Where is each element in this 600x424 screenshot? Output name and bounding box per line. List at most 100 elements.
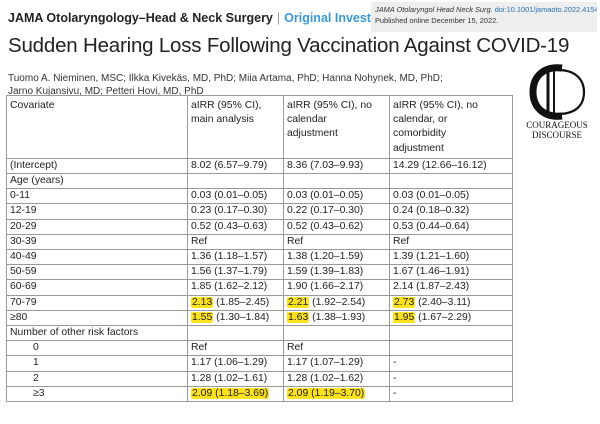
col-header-covariate: Covariate bbox=[6, 95, 188, 159]
courageous-discourse-logo: COURAGEOUS DISCOURSE bbox=[526, 64, 588, 140]
header-separator: | bbox=[276, 11, 281, 25]
cell-text: 0.23 (0.17–0.30) bbox=[191, 205, 268, 217]
highlighted-value: 2.09 (1.19–3.70) bbox=[287, 387, 366, 399]
value-cell: 2.73 (2.40–3.11) bbox=[389, 294, 513, 311]
row-label: 30-39 bbox=[6, 233, 188, 251]
cell-text: 0.52 (0.43–0.62) bbox=[287, 220, 364, 232]
value-cell: 1.95 (1.67–2.29) bbox=[389, 309, 513, 327]
table-row: 60-69 1.85 (1.62–2.12) 1.90 (1.66–2.17) 2.1… bbox=[6, 279, 513, 296]
highlighted-value: 1.55 bbox=[191, 311, 214, 323]
highlighted-value: 2.73 bbox=[393, 296, 416, 308]
cell-text: 1.85 (1.62–2.12) bbox=[191, 281, 268, 293]
citation-doi[interactable]: doi:10.1001/jamaoto.2022.4154 bbox=[494, 5, 597, 14]
value-cell bbox=[187, 173, 284, 190]
row-label: 12-19 bbox=[6, 203, 188, 220]
journal-name: JAMA Otolaryngology–Head & Neck Surgery bbox=[8, 11, 273, 25]
cell-text: 1.90 (1.66–2.17) bbox=[287, 281, 364, 293]
cell-text: Ref bbox=[191, 342, 208, 354]
cell-text: 8.36 (7.03–9.93) bbox=[287, 159, 364, 171]
cell-text: (2.40–3.11) bbox=[415, 296, 471, 308]
cell-text: 1.28 (1.02–1.61) bbox=[191, 372, 268, 384]
value-cell: - bbox=[389, 355, 513, 372]
highlighted-value: 2.09 (1.18–3.69) bbox=[191, 387, 270, 399]
value-cell bbox=[389, 340, 513, 357]
row-label: 70-79 bbox=[6, 294, 188, 311]
row-label: 2 bbox=[6, 370, 188, 387]
logo-line-1: COURAGEOUS bbox=[526, 120, 588, 130]
value-cell: 1.38 (1.20–1.59) bbox=[283, 249, 390, 266]
cell-text: 1.59 (1.39–1.83) bbox=[287, 266, 364, 278]
cell-text: 1.56 (1.37–1.79) bbox=[191, 266, 268, 278]
table-row: 50-59 1.56 (1.37–1.79) 1.59 (1.39–1.83) 1.6… bbox=[6, 264, 513, 281]
logo-line-2: DISCOURSE bbox=[532, 130, 583, 140]
col-header-no-calendar: aIRR (95% CI), no calendar adjustment bbox=[283, 95, 390, 159]
value-cell: 1.28 (1.02–1.61) bbox=[187, 370, 284, 387]
value-cell: Ref bbox=[283, 233, 390, 251]
value-cell: 0.03 (0.01–0.05) bbox=[283, 188, 390, 205]
row-label: Number of other risk factors bbox=[6, 325, 188, 342]
table-row: ≥3 2.09 (1.18–3.69) 2.09 (1.19–3.70) - bbox=[6, 385, 513, 403]
cell-text: 1.38 (1.20–1.59) bbox=[287, 251, 364, 263]
value-cell: Ref bbox=[283, 340, 390, 357]
cell-text: Ref bbox=[287, 235, 304, 247]
cell-text: 0.03 (0.01–0.05) bbox=[191, 190, 268, 202]
value-cell: 8.02 (6.57–9.79) bbox=[187, 157, 284, 175]
table-row: Age (years) bbox=[6, 173, 513, 190]
value-cell: 2.21 (1.92–2.54) bbox=[283, 294, 390, 311]
row-label: 50-59 bbox=[6, 264, 188, 281]
value-cell: 8.36 (7.03–9.93) bbox=[283, 157, 390, 175]
row-label: 60-69 bbox=[6, 279, 188, 296]
row-label: 0-11 bbox=[6, 188, 188, 205]
citation-journal: JAMA Otolaryngol Head Neck Surg. bbox=[375, 5, 493, 14]
value-cell: 0.53 (0.44–0.64) bbox=[389, 218, 513, 235]
value-cell bbox=[283, 173, 390, 190]
cell-text: Ref bbox=[393, 235, 410, 247]
cell-text: - bbox=[393, 357, 397, 369]
row-label: Age (years) bbox=[6, 173, 188, 190]
cell-text: 0.52 (0.43–0.63) bbox=[191, 220, 268, 232]
cell-text: Ref bbox=[287, 342, 304, 354]
value-cell: 1.67 (1.46–1.91) bbox=[389, 264, 513, 281]
value-cell bbox=[187, 325, 284, 342]
cell-text: 1.36 (1.18–1.57) bbox=[191, 251, 268, 263]
row-label: ≥80 bbox=[6, 309, 188, 327]
value-cell: 0.24 (0.18–0.32) bbox=[389, 203, 513, 220]
table-row: 0 Ref Ref bbox=[6, 340, 513, 357]
article-title: Sudden Hearing Loss Following Vaccinatio… bbox=[8, 34, 570, 57]
highlighted-value: 2.13 bbox=[191, 296, 214, 308]
value-cell: Ref bbox=[187, 233, 284, 251]
value-cell: 2.09 (1.19–3.70) bbox=[283, 385, 390, 403]
results-table: Covariate aIRR (95% CI), main analysis aI… bbox=[6, 95, 513, 403]
cell-text: 0.24 (0.18–0.32) bbox=[393, 205, 470, 217]
cell-text: 0.03 (0.01–0.05) bbox=[393, 190, 470, 202]
cell-text: 0.03 (0.01–0.05) bbox=[287, 190, 364, 202]
citation-published: Published online December 15, 2022. bbox=[375, 16, 499, 25]
table-row: 40-49 1.36 (1.18–1.57) 1.38 (1.20–1.59) 1.3… bbox=[6, 249, 513, 266]
table-row: 70-79 2.13 (1.85–2.45) 2.21 (1.92–2.54) 2.7… bbox=[6, 294, 513, 311]
value-cell: 1.17 (1.07–1.29) bbox=[283, 355, 390, 372]
table-row: 0-11 0.03 (0.01–0.05) 0.03 (0.01–0.05) 0.03… bbox=[6, 188, 513, 205]
value-cell: 2.13 (1.85–2.45) bbox=[187, 294, 284, 311]
value-cell: 1.63 (1.38–1.93) bbox=[283, 309, 390, 327]
citation-box: JAMA Otolaryngol Head Neck Surg. doi:10.… bbox=[371, 2, 597, 32]
value-cell: Ref bbox=[187, 340, 284, 357]
value-cell: 0.23 (0.17–0.30) bbox=[187, 203, 284, 220]
cell-text: - bbox=[393, 387, 397, 399]
value-cell: 14.29 (12.66–16.12) bbox=[389, 157, 513, 175]
row-label: 20-29 bbox=[6, 218, 188, 235]
table-row: (Intercept) 8.02 (6.57–9.79) 8.36 (7.03–9.… bbox=[6, 157, 513, 175]
value-cell: 2.14 (1.87–2.43) bbox=[389, 279, 513, 296]
cell-text: 0.22 (0.17–0.30) bbox=[287, 205, 364, 217]
value-cell: 0.03 (0.01–0.05) bbox=[389, 188, 513, 205]
value-cell: 0.52 (0.43–0.63) bbox=[187, 218, 284, 235]
value-cell bbox=[389, 173, 513, 190]
table-row: 12-19 0.23 (0.17–0.30) 0.22 (0.17–0.30) 0.2… bbox=[6, 203, 513, 220]
cell-text: 2.14 (1.87–2.43) bbox=[393, 281, 470, 293]
col-header-no-calendar-comorbidity: aIRR (95% CI), no calendar, or comorbidity… bbox=[389, 95, 513, 159]
table-row: 30-39 Ref Ref Ref bbox=[6, 233, 513, 251]
highlighted-value: 2.21 bbox=[287, 296, 310, 308]
value-cell: - bbox=[389, 385, 513, 403]
cell-text: 0.53 (0.44–0.64) bbox=[393, 220, 470, 232]
table-row: ≥80 1.55 (1.30–1.84) 1.63 (1.38–1.93) 1.95 … bbox=[6, 309, 513, 327]
cell-text: 1.17 (1.07–1.29) bbox=[287, 357, 364, 369]
